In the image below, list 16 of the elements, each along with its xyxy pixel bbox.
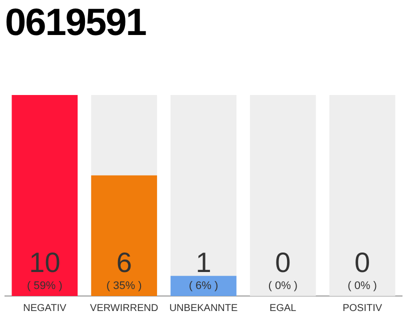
annotation: ( 0% ) [268,280,298,292]
data-label: 0 [275,247,291,278]
annotation: ( 35% ) [106,280,142,292]
data-label: 10 [29,247,60,278]
x-tick-label: UNBEKANNTE [169,302,238,314]
data-label: 0 [354,247,370,278]
data-label: 1 [196,247,212,278]
data-label: 6 [116,247,132,278]
x-tick-label: VERWIRREND [90,302,158,314]
annotation: ( 59% ) [26,280,62,292]
x-tick-label: EGAL [270,302,297,314]
chart-title: 0619591 [5,2,146,45]
annotation: ( 6% ) [188,280,218,292]
annotation: ( 0% ) [348,280,377,292]
x-tick-label: POSITIV [342,302,382,314]
x-tick-label: NEGATIV [23,302,67,314]
